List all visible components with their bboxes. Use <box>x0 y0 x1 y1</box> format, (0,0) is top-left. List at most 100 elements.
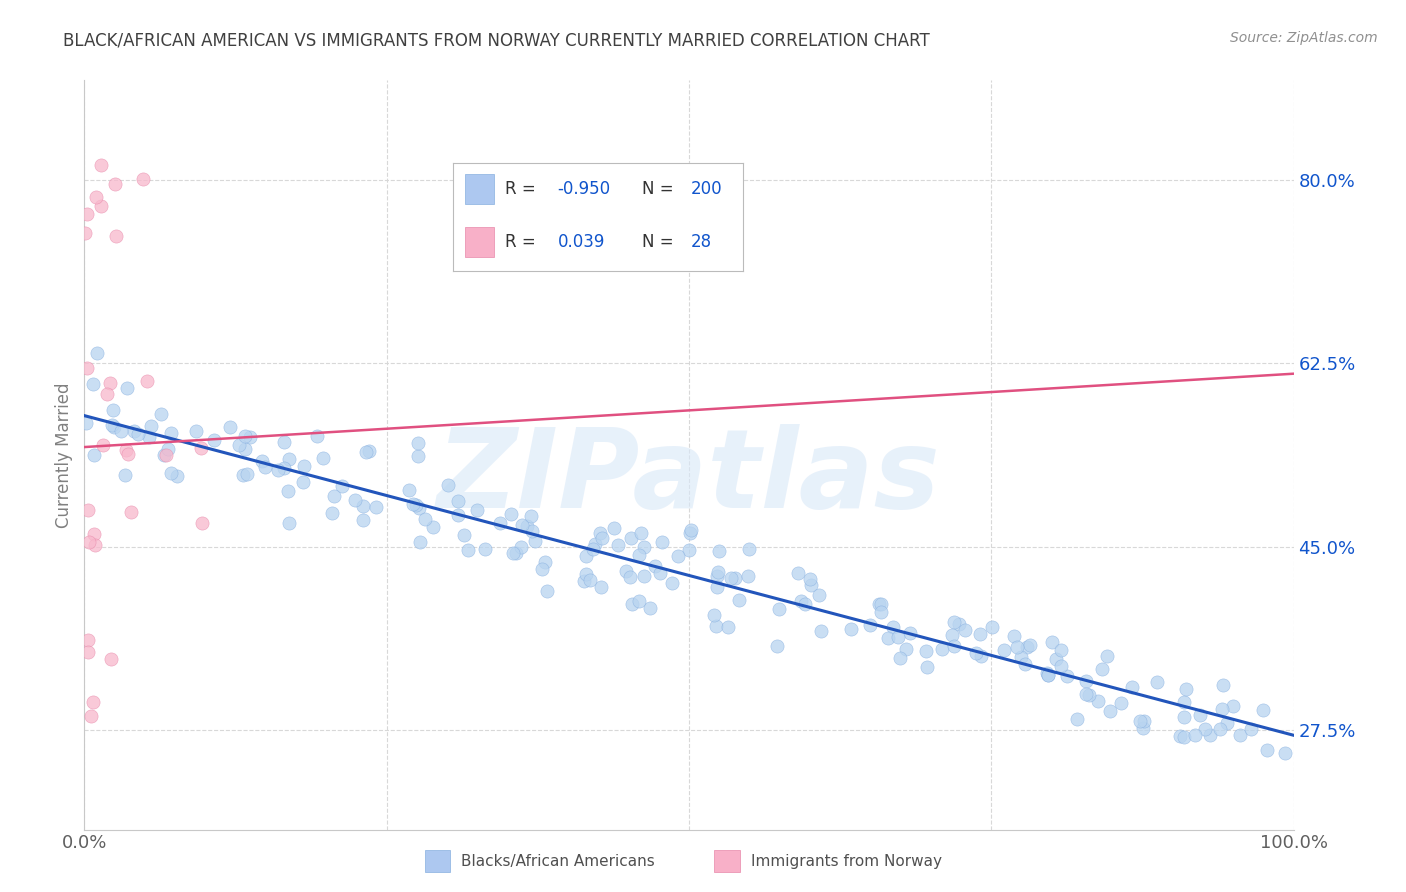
Point <box>1253 703 1275 717</box>
Point <box>859 618 882 632</box>
Point <box>1066 712 1088 726</box>
Point <box>1002 629 1025 643</box>
Point <box>1188 708 1211 723</box>
Point <box>1194 723 1216 737</box>
Point <box>1074 687 1097 701</box>
Point <box>1017 640 1039 655</box>
Point <box>1010 649 1032 664</box>
Point <box>1173 730 1195 744</box>
Point <box>948 617 970 632</box>
Point <box>1173 695 1195 709</box>
Point <box>768 602 790 616</box>
Point <box>105 229 128 244</box>
Point <box>953 623 976 637</box>
Point <box>252 454 274 468</box>
Point <box>522 524 544 538</box>
Point <box>868 597 890 611</box>
Point <box>1209 723 1232 737</box>
Point <box>915 644 938 658</box>
Point <box>100 651 122 665</box>
Point <box>536 583 558 598</box>
Point <box>219 420 242 434</box>
Point <box>583 537 606 551</box>
Point <box>993 643 1015 657</box>
Point <box>332 479 354 493</box>
Point <box>501 507 523 521</box>
Point <box>254 459 277 474</box>
Point <box>307 429 329 443</box>
Point <box>889 651 911 665</box>
Point <box>898 626 921 640</box>
Point <box>1146 675 1168 690</box>
Point <box>110 424 132 438</box>
Point <box>155 448 177 462</box>
Point <box>141 419 163 434</box>
Point <box>157 442 180 456</box>
Point <box>1170 729 1192 743</box>
Point <box>1174 681 1197 696</box>
Point <box>160 466 183 480</box>
Point <box>236 467 259 481</box>
Point <box>474 542 496 557</box>
Point <box>406 450 429 464</box>
Point <box>1199 728 1222 742</box>
Point <box>530 562 553 576</box>
Point <box>620 531 643 545</box>
Point <box>1128 714 1150 729</box>
Point <box>870 606 893 620</box>
Point <box>228 438 250 452</box>
Point <box>138 430 160 444</box>
Point <box>651 535 673 549</box>
Point <box>1121 681 1143 695</box>
Point <box>1216 715 1239 730</box>
Point <box>915 660 938 674</box>
Point <box>122 424 145 438</box>
Point <box>724 571 747 585</box>
Point <box>398 483 420 498</box>
Point <box>312 451 335 466</box>
Point <box>267 463 290 477</box>
Point <box>1212 677 1234 691</box>
Point <box>77 535 100 549</box>
Point <box>1005 640 1028 655</box>
Point <box>233 429 256 443</box>
Point <box>575 567 598 582</box>
Point <box>704 619 727 633</box>
Point <box>1274 746 1296 760</box>
Point <box>80 708 103 723</box>
Point <box>706 569 728 583</box>
Point <box>115 443 138 458</box>
Point <box>1229 728 1251 742</box>
Point <box>413 512 436 526</box>
Point <box>1222 699 1244 714</box>
Point <box>98 376 121 391</box>
Point <box>1132 721 1154 735</box>
Point <box>1109 696 1132 710</box>
Point <box>1099 704 1122 718</box>
Point <box>117 447 139 461</box>
Point <box>681 524 703 538</box>
Point <box>980 620 1002 634</box>
Point <box>707 566 730 580</box>
Point <box>799 572 821 586</box>
Point <box>84 189 107 203</box>
Point <box>422 519 444 533</box>
Point <box>150 408 173 422</box>
Point <box>534 555 557 569</box>
Point <box>520 508 543 523</box>
Point <box>101 417 124 432</box>
Point <box>886 630 908 644</box>
Point <box>579 574 602 588</box>
Point <box>457 543 479 558</box>
Point <box>737 568 759 582</box>
Text: Immigrants from Norway: Immigrants from Norway <box>751 855 942 869</box>
Point <box>661 575 683 590</box>
Point <box>1240 722 1263 736</box>
Point <box>720 571 742 585</box>
Text: Source: ZipAtlas.com: Source: ZipAtlas.com <box>1230 31 1378 45</box>
Point <box>703 608 725 623</box>
Point <box>877 631 900 645</box>
Point <box>1173 710 1195 724</box>
Point <box>1036 667 1059 681</box>
Point <box>408 535 430 549</box>
